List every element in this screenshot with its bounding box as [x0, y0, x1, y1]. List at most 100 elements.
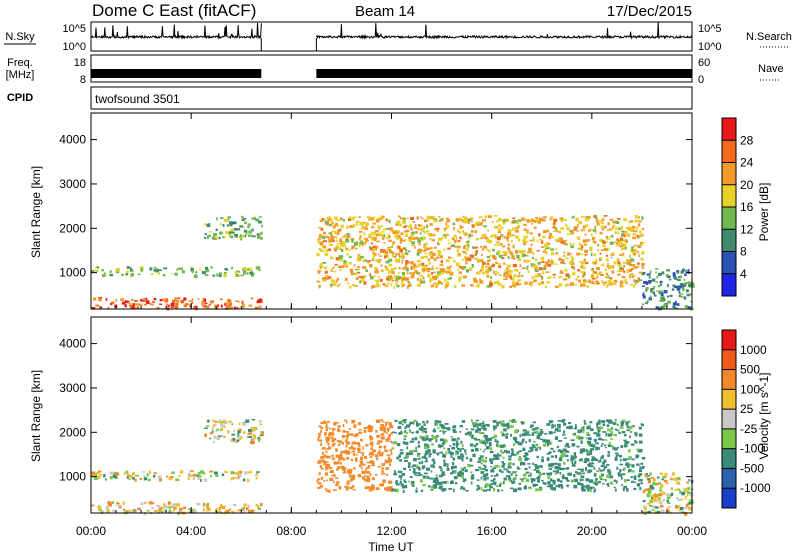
velocity-cell — [404, 431, 406, 433]
power-cell — [625, 238, 628, 242]
power-cell — [371, 285, 376, 288]
velocity-cell — [441, 471, 445, 475]
power-cell — [335, 245, 339, 249]
power-cell — [193, 306, 197, 309]
velocity-cell — [327, 420, 330, 423]
power-cell — [317, 241, 321, 244]
power-cell — [576, 224, 579, 228]
velocity-cell — [431, 434, 434, 437]
velocity-cell — [425, 436, 429, 441]
power-cell — [590, 233, 593, 237]
power-cell — [621, 233, 625, 237]
power-cell — [566, 233, 571, 235]
velocity-cell — [563, 461, 566, 465]
velocity-cell — [535, 477, 538, 480]
power-cell — [654, 268, 659, 270]
power-cell — [545, 247, 549, 250]
power-cell — [446, 266, 451, 270]
velocity-cell — [631, 464, 635, 468]
velocity-cell — [579, 448, 583, 451]
power-cell — [242, 268, 247, 271]
velocity-cell — [341, 434, 346, 438]
velocity-cell — [221, 473, 225, 477]
velocity-cell — [659, 489, 663, 492]
power-cell — [677, 278, 681, 282]
power-cell — [428, 252, 433, 256]
power-cell — [240, 234, 242, 238]
velocity-cell — [563, 430, 565, 434]
power-cell — [324, 235, 328, 238]
velocity-cell — [587, 469, 591, 474]
power-cell — [599, 274, 604, 276]
velocity-cell — [206, 506, 209, 510]
velocity-cell — [596, 433, 601, 437]
power-cell — [390, 282, 393, 287]
velocity-cell — [204, 427, 209, 429]
velocity-cell — [317, 482, 322, 485]
velocity-cell — [624, 441, 629, 445]
velocity-cell — [620, 423, 624, 426]
velocity-cell — [354, 457, 358, 461]
velocity-cell — [528, 466, 531, 469]
power-cell — [641, 262, 645, 266]
power-cell — [549, 218, 552, 221]
power-cell — [524, 281, 528, 285]
power-cell — [183, 304, 188, 308]
velocity-cell — [199, 475, 202, 478]
velocity-cell — [374, 454, 379, 458]
velocity-cell — [665, 482, 669, 485]
velocity-cell — [105, 505, 109, 510]
velocity-cell — [487, 424, 490, 427]
power-cell — [444, 285, 448, 288]
velocity-cell — [482, 427, 487, 431]
power-cell — [423, 265, 428, 269]
velocity-cell — [318, 432, 322, 435]
velocity-cell — [405, 431, 409, 434]
velocity-cell — [614, 419, 617, 421]
power-cell — [246, 272, 249, 275]
velocity-cell — [441, 489, 445, 492]
xtick-label: 00:00 — [677, 524, 707, 538]
velocity-cell — [546, 485, 550, 488]
velocity-cell — [587, 463, 591, 466]
velocity-cell — [415, 423, 420, 427]
power-cell — [336, 239, 338, 243]
velocity-cell — [571, 443, 576, 447]
power-cell — [98, 297, 102, 299]
power-cell — [608, 265, 612, 269]
velocity-cell — [592, 486, 595, 489]
power-cell — [473, 223, 478, 226]
power-cell — [484, 215, 488, 219]
velocity-cell — [476, 488, 478, 491]
power-cell — [115, 269, 119, 272]
velocity-cell — [615, 452, 619, 454]
power-cell — [507, 232, 511, 235]
velocity-cell — [589, 444, 592, 446]
power-cell — [238, 235, 241, 239]
velocity-cell — [402, 489, 405, 493]
velocity-cell — [542, 440, 546, 443]
velocity-cell — [137, 507, 141, 511]
power-cell — [602, 239, 605, 242]
velocity-cell — [440, 469, 443, 472]
power-cell — [674, 277, 678, 280]
power-cell — [230, 231, 235, 234]
power-cell — [475, 246, 479, 249]
power-cell — [332, 266, 335, 269]
velocity-cell — [677, 505, 680, 509]
velocity-cell — [671, 472, 675, 476]
power-cell — [608, 236, 611, 240]
velocity-cell — [203, 478, 208, 482]
power-cell — [362, 266, 367, 269]
velocity-cell — [560, 467, 564, 471]
velocity-cell — [563, 437, 567, 439]
velocity-cell — [255, 474, 258, 476]
velocity-cell — [573, 427, 577, 430]
velocity-cell — [536, 436, 541, 440]
velocity-cell — [549, 420, 554, 423]
power-cell — [439, 255, 443, 259]
velocity-cell — [532, 462, 535, 465]
power-cell — [174, 297, 177, 301]
power-cell — [684, 282, 688, 285]
velocity-cell — [385, 467, 389, 470]
